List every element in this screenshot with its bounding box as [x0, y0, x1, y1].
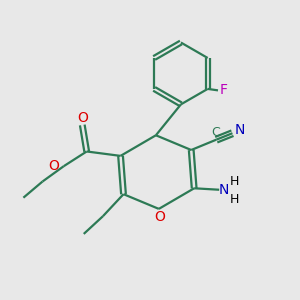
- Text: O: O: [48, 159, 59, 173]
- Text: N: N: [218, 183, 229, 197]
- Text: N: N: [235, 123, 245, 137]
- Text: O: O: [77, 112, 88, 125]
- Text: C: C: [211, 126, 220, 139]
- Text: O: O: [154, 210, 165, 224]
- Text: F: F: [220, 83, 228, 98]
- Text: H: H: [230, 193, 239, 206]
- Text: H: H: [230, 175, 239, 188]
